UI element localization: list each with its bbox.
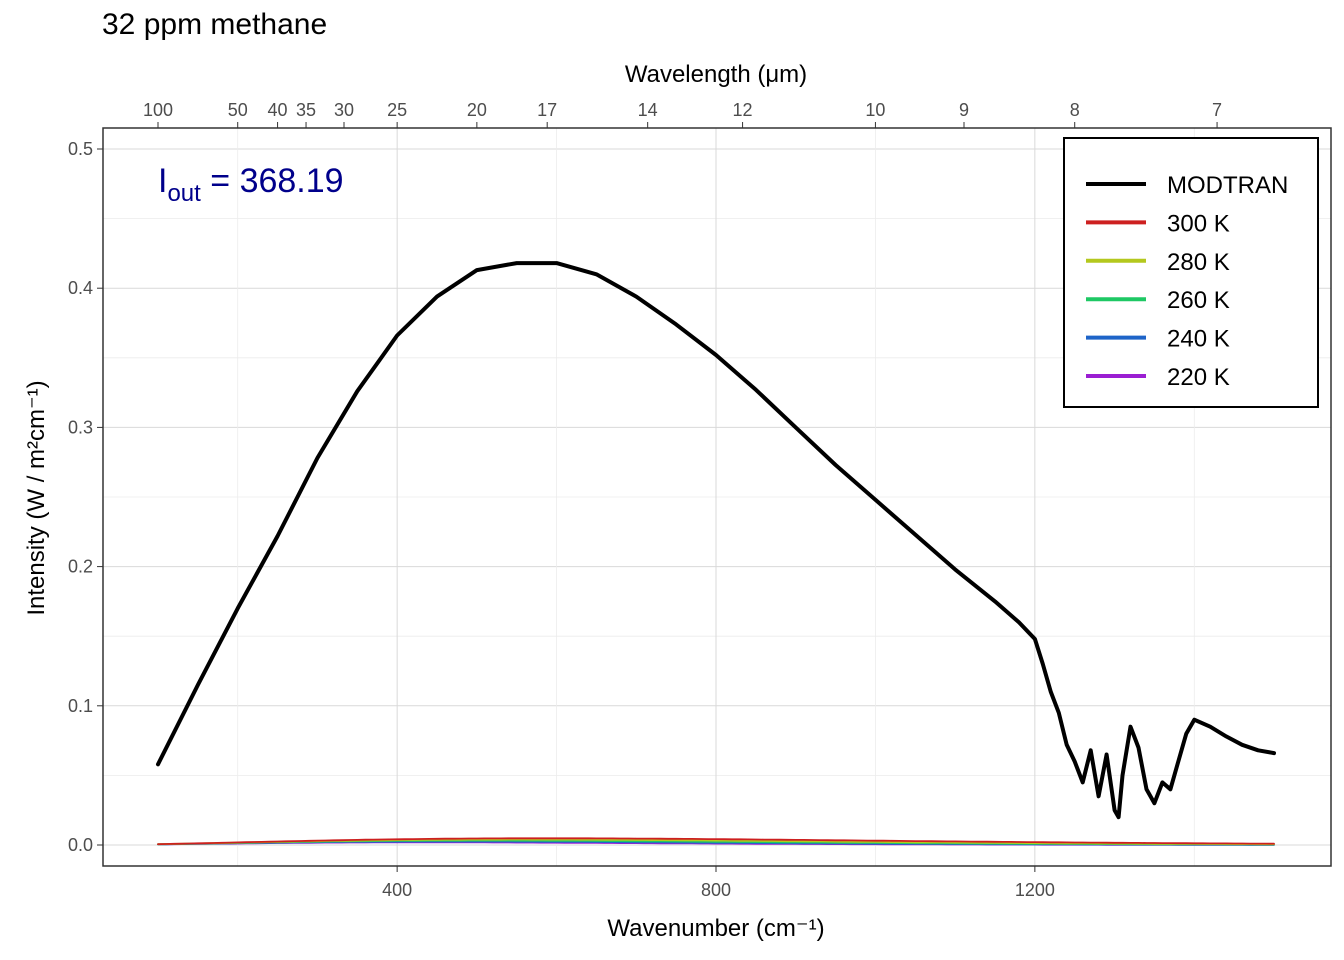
x-tick-label: 400 bbox=[382, 880, 412, 900]
legend-label-280-k: 280 K bbox=[1167, 249, 1230, 276]
top-x-tick-label: 14 bbox=[638, 100, 658, 120]
y-tick-label: 0.0 bbox=[68, 835, 93, 855]
y-tick-label: 0.2 bbox=[68, 557, 93, 577]
y-axis-title: Intensity (W / m²cm⁻¹) bbox=[23, 380, 50, 615]
y-tick-label: 0.4 bbox=[68, 278, 93, 298]
top-axis-title: Wavelength (μm) bbox=[625, 61, 807, 88]
x-tick-label: 1200 bbox=[1015, 880, 1055, 900]
top-x-tick-label: 50 bbox=[228, 100, 248, 120]
series-line-300-k bbox=[157, 837, 1275, 846]
top-x-tick-label: 20 bbox=[467, 100, 487, 120]
top-x-tick-label: 100 bbox=[143, 100, 173, 120]
legend: MODTRAN 300 K 280 K 260 K 240 K 220 K bbox=[1063, 137, 1319, 408]
top-x-tick-label: 35 bbox=[296, 100, 316, 120]
series-lines bbox=[156, 261, 1276, 846]
y-tick-label: 0.5 bbox=[68, 139, 93, 159]
top-x-tick-label: 7 bbox=[1212, 100, 1222, 120]
top-x-tick-label: 12 bbox=[733, 100, 753, 120]
iout-value: = 368.19 bbox=[201, 162, 344, 200]
top-x-tick-label: 40 bbox=[268, 100, 288, 120]
y-tick-label: 0.1 bbox=[68, 696, 93, 716]
iout-subscript: out bbox=[167, 180, 201, 207]
chart-title: 32 ppm methane bbox=[102, 8, 328, 41]
plot-panel-border bbox=[102, 127, 1332, 867]
legend-label-modtran: MODTRAN bbox=[1167, 172, 1288, 199]
iout-base: I bbox=[158, 162, 167, 200]
top-x-tick-label: 30 bbox=[334, 100, 354, 120]
y-tick-label: 0.3 bbox=[68, 417, 93, 437]
legend-label-220-k: 220 K bbox=[1167, 364, 1230, 391]
top-x-tick-label: 9 bbox=[959, 100, 969, 120]
legend-label-300-k: 300 K bbox=[1167, 210, 1230, 237]
x-tick-label: 800 bbox=[701, 880, 731, 900]
top-x-tick-label: 10 bbox=[865, 100, 885, 120]
legend-label-260-k: 260 K bbox=[1167, 287, 1230, 314]
series-line-modtran bbox=[156, 261, 1276, 820]
top-x-tick-label: 25 bbox=[387, 100, 407, 120]
top-x-tick-label: 17 bbox=[537, 100, 557, 120]
iout-annotation: Iout = 368.19 bbox=[158, 162, 344, 207]
x-axis-title: Wavenumber (cm⁻¹) bbox=[607, 915, 824, 942]
axes: 0.0 0.1 0.2 0.3 0.4 0.5 400 800 1200 100 50 40 35 30 2… bbox=[68, 100, 1222, 900]
top-x-tick-label: 8 bbox=[1070, 100, 1080, 120]
legend-label-240-k: 240 K bbox=[1167, 326, 1230, 353]
